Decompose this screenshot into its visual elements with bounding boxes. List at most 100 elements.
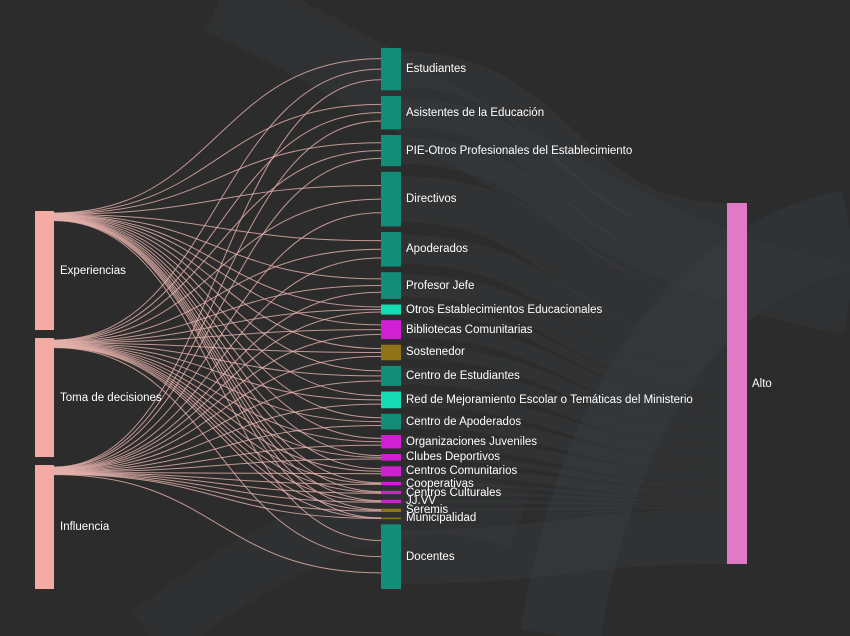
link-exp-estudiantes[interactable] [53, 58, 382, 214]
link-centros-comunitarios-alto[interactable] [400, 467, 728, 498]
node-seremis[interactable] [381, 508, 401, 513]
link-tom-clubes-deportivos[interactable] [53, 344, 382, 458]
link-exp-seremis[interactable] [53, 219, 382, 511]
node-influencia[interactable] [35, 465, 54, 589]
link-inf-red-de-mejoramiento-escolar-o-tematicas-del-ministerio[interactable] [53, 403, 382, 472]
node-centros-comunitarios[interactable] [381, 466, 401, 477]
link-exp-sostenedor[interactable] [53, 215, 382, 350]
link-exp-profesor-jefe[interactable] [53, 214, 382, 280]
node-experiencias[interactable] [35, 211, 54, 331]
link-inf-sostenedor[interactable] [53, 355, 382, 471]
link-centros-culturales-alto[interactable] [400, 491, 728, 504]
link-inf-profesor-jefe[interactable] [53, 291, 382, 470]
link-inf-pie-otros-profesionales-del-establecimiento[interactable] [53, 157, 382, 469]
node-jj-vv[interactable] [381, 499, 401, 504]
node-alto[interactable] [727, 203, 747, 564]
link-exp-pie-otros-profesionales-del-establecimiento[interactable] [53, 142, 382, 215]
link-inf-centro-de-apoderados[interactable] [53, 425, 382, 472]
node-docentes[interactable] [381, 524, 401, 589]
link-inf-clubes-deportivos[interactable] [53, 458, 382, 473]
link-exp-centros-culturales[interactable] [53, 218, 382, 493]
link-docentes-alto[interactable] [400, 509, 728, 584]
node-asistentes-de-la-educacion[interactable] [381, 95, 401, 130]
link-tom-otros-establecimientos-educacionales[interactable] [53, 309, 382, 343]
link-exp-red-de-mejoramiento-escolar-o-tematicas-del-ministerio[interactable] [53, 216, 382, 397]
node-clubes-deportivos[interactable] [381, 454, 401, 461]
link-inf-otros-establecimientos-educacionales[interactable] [53, 311, 382, 470]
node-cooperativas[interactable] [381, 481, 401, 486]
node-profesor-jefe[interactable] [381, 272, 401, 299]
link-seremis-alto[interactable] [400, 505, 728, 512]
link-asistentes-de-la-educacion-alto[interactable] [400, 98, 728, 267]
link-clubes-deportivos-alto[interactable] [400, 454, 728, 489]
link-tom-estudiantes[interactable] [53, 68, 382, 341]
link-exp-organizaciones-juveniles[interactable] [53, 217, 382, 439]
link-inf-cooperativas[interactable] [53, 472, 382, 485]
node-toma-de-decisiones[interactable] [35, 338, 54, 458]
node-centro-de-estudiantes[interactable] [381, 365, 401, 386]
link-inf-bibliotecas-comunitarias[interactable] [53, 333, 382, 471]
link-exp-clubes-deportivos[interactable] [53, 217, 382, 457]
link-exp-otros-establecimientos-educacionales[interactable] [53, 214, 382, 308]
link-inf-asistentes-de-la-educacion[interactable] [53, 120, 382, 468]
link-inf-estudiantes[interactable] [53, 79, 382, 468]
link-exp-cooperativas[interactable] [53, 218, 382, 484]
link-tom-bibliotecas-comunitarias[interactable] [53, 329, 382, 344]
link-tom-cooperativas[interactable] [53, 345, 382, 485]
link-inf-centro-de-estudiantes[interactable] [53, 380, 382, 471]
link-tom-centro-de-apoderados[interactable] [53, 343, 382, 423]
node-organizaciones-juveniles[interactable] [381, 435, 401, 449]
link-jj-vv-alto[interactable] [400, 500, 728, 506]
link-red-de-mejoramiento-escolar-o-tematicas-del-ministerio-alto[interactable] [400, 392, 728, 459]
link-tom-jj-vv[interactable] [53, 345, 382, 502]
link-centro-de-apoderados-alto[interactable] [400, 415, 728, 473]
link-cooperativas-alto[interactable] [400, 482, 728, 501]
link-inf-docentes[interactable] [53, 474, 382, 574]
link-otros-establecimientos-educacionales-alto[interactable] [400, 305, 728, 399]
link-tom-apoderados[interactable] [53, 248, 382, 343]
node-centros-culturales[interactable] [381, 490, 401, 495]
link-directivos-alto[interactable] [400, 176, 728, 339]
link-tom-centros-culturales[interactable] [53, 345, 382, 494]
link-apoderados-alto[interactable] [400, 234, 728, 369]
link-inf-seremis[interactable] [53, 473, 382, 512]
node-directivos[interactable] [381, 171, 401, 227]
link-exp-apoderados[interactable] [53, 214, 382, 242]
link-profesor-jefe-alto[interactable] [400, 274, 728, 391]
link-inf-directivos[interactable] [53, 212, 382, 469]
link-tom-pie-otros-profesionales-del-establecimiento[interactable] [53, 150, 382, 342]
node-otros-establecimientos-educacionales[interactable] [381, 304, 401, 315]
node-bibliotecas-comunitarias[interactable] [381, 320, 401, 340]
node-municipalidad[interactable] [381, 517, 401, 520]
link-centro-de-estudiantes-alto[interactable] [400, 367, 728, 445]
link-inf-jj-vv[interactable] [53, 473, 382, 503]
link-sostenedor-alto[interactable] [400, 345, 728, 429]
link-tom-docentes[interactable] [53, 347, 382, 558]
node-red-de-mejoramiento-escolar-o-tematicas-del-ministerio[interactable] [381, 391, 401, 409]
link-municipalidad-alto[interactable] [400, 508, 728, 519]
link-tom-directivos[interactable] [53, 198, 382, 342]
link-bibliotecas-comunitarias-alto[interactable] [400, 321, 728, 415]
link-inf-apoderados[interactable] [53, 257, 382, 470]
link-tom-sostenedor[interactable] [53, 342, 382, 353]
link-tom-seremis[interactable] [53, 346, 382, 511]
node-centro-de-apoderados[interactable] [381, 413, 401, 430]
link-tom-asistentes-de-la-educacion[interactable] [53, 112, 382, 341]
link-exp-asistentes-de-la-educacion[interactable] [53, 103, 382, 214]
link-tom-organizaciones-juveniles[interactable] [53, 344, 382, 443]
link-tom-centros-comunitarios[interactable] [53, 344, 382, 472]
link-inf-municipalidad[interactable] [53, 473, 382, 519]
node-pie-otros-profesionales-del-establecimiento[interactable] [381, 134, 401, 167]
link-estudiantes-alto[interactable] [400, 51, 728, 239]
link-inf-centros-culturales[interactable] [53, 472, 382, 494]
link-pie-otros-profesionales-del-establecimiento-alto[interactable] [400, 137, 728, 294]
link-tom-red-de-mejoramiento-escolar-o-tematicas-del-ministerio[interactable] [53, 343, 382, 401]
node-sostenedor[interactable] [381, 344, 401, 361]
link-exp-directivos[interactable] [53, 184, 382, 215]
link-inf-organizaciones-juveniles[interactable] [53, 444, 382, 473]
node-estudiantes[interactable] [381, 48, 401, 91]
link-organizaciones-juveniles-alto[interactable] [400, 436, 728, 484]
node-apoderados[interactable] [381, 232, 401, 267]
link-inf-centros-comunitarios[interactable] [53, 471, 382, 475]
link-exp-centros-comunitarios[interactable] [53, 217, 382, 470]
